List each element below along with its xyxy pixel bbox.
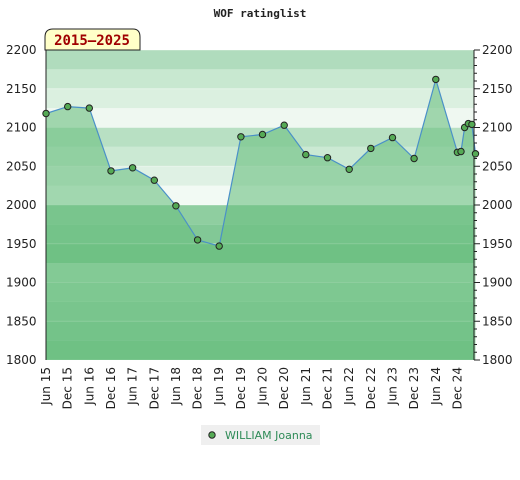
data-point [172,202,180,210]
x-tick-label: Dec 16 [104,367,118,409]
data-point [457,147,465,156]
y-tick-label-right: 1900 [482,276,513,290]
y-tick-label-right: 1950 [482,237,513,251]
background-band [46,88,474,109]
background-band [46,108,474,128]
legend-box [201,425,320,445]
labels-layer: 1800 1800 1850 1850 1900 1900 1950 1950 2000 2000… [6,43,513,409]
chart-title: WOF ratinglist [214,7,307,20]
data-point [280,121,288,129]
x-tick-label: Jun 19 [212,367,226,406]
x-tick-label: Dec 20 [277,367,291,409]
data-point [107,167,115,175]
year-badge-label: 2015–2025 [54,33,130,49]
data-point [345,165,353,174]
data-point [410,154,418,163]
y-tick-label-right: 2150 [482,82,513,96]
axes [45,49,480,361]
x-tick-label: Jun 21 [299,367,313,406]
x-tick-label: Dec 15 [61,367,75,409]
x-tick-label: Jun 17 [126,367,140,406]
y-tick-label-right: 2000 [482,198,513,212]
points-layer [42,75,480,250]
data-point [367,144,375,153]
x-tick-label: Jun 16 [82,367,96,406]
data-point [215,242,223,250]
y-tick-label-left: 1850 [6,314,37,328]
x-tick-label: Dec 17 [147,367,161,409]
data-point [432,75,440,84]
x-tick-label: Dec 22 [364,367,378,409]
legend-marker-icon [208,431,216,439]
x-tick-label: Dec 21 [321,367,335,409]
data-point [128,164,137,172]
data-point [64,102,72,111]
data-point [85,104,94,112]
y-tick-label-left: 1900 [6,276,37,290]
x-tick-label: Jun 22 [342,367,356,406]
y-tick-label-right: 1800 [482,353,513,367]
y-tick-label-right: 2050 [482,159,513,173]
y-tick-label-left: 2000 [6,198,37,212]
data-point [468,120,476,129]
data-point [150,176,159,184]
data-point [42,109,50,118]
y-tick-label-left: 2150 [6,82,37,96]
data-point [471,150,480,158]
x-tick-label: Dec 18 [191,367,205,409]
background-band [46,50,474,70]
data-point [258,130,267,139]
background-band [46,69,474,89]
x-tick-label: Dec 24 [450,367,464,409]
y-tick-label-left: 2050 [6,159,37,173]
y-tick-label-right: 1850 [482,314,513,328]
x-tick-label: Dec 23 [407,367,421,409]
y-tick-label-left: 1800 [6,353,37,367]
x-tick-label: Jun 15 [39,367,53,406]
legend: WILLIAM Joanna [201,425,320,445]
data-point [237,133,245,141]
data-point [302,150,310,159]
y-tick-label-left: 1950 [6,237,37,251]
x-tick-label: Jun 20 [256,367,270,406]
legend-label: WILLIAM Joanna [225,429,313,442]
y-tick-label-right: 2100 [482,121,513,135]
y-tick-label-right: 2200 [482,43,513,57]
x-tick-label: Jun 23 [385,367,399,406]
x-tick-label: Jun 24 [429,367,443,406]
data-point [388,133,397,142]
data-point [193,236,202,244]
y-tick-label-left: 2100 [6,121,37,135]
year-badge-box [44,28,141,51]
year-badge: 2015–2025 [44,28,141,51]
x-tick-label: Dec 19 [234,367,248,409]
data-point [323,154,332,162]
x-tick-label: Jun 18 [169,367,183,406]
y-tick-label-left: 2200 [6,43,37,57]
series-area [46,79,476,361]
